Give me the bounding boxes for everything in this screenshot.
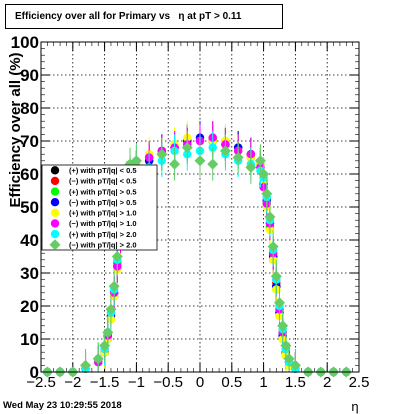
y-tick-label: 50 <box>20 198 39 217</box>
legend-label: (+) with pT/|q| > 1.0 <box>69 209 137 218</box>
data-point <box>102 326 114 338</box>
x-axis-label: η <box>351 399 358 414</box>
x-tick-label: 2.5 <box>349 374 370 391</box>
chart-title: Efficiency over all for Primary vs η at … <box>15 11 242 22</box>
y-tick-label: 80 <box>20 99 39 118</box>
data-point <box>270 270 282 282</box>
data-point <box>283 353 295 365</box>
legend-label: (+) with pT/|q| < 0.5 <box>69 166 137 175</box>
y-tick-label: 20 <box>20 297 39 316</box>
y-axis-label: Efficiency over all (%) <box>7 52 24 207</box>
data-point <box>264 211 276 223</box>
data-point <box>130 155 142 167</box>
legend-box <box>41 164 158 251</box>
legend-marker <box>50 166 60 175</box>
legend-entry: (+) with pT/|q| > 0.5 <box>50 187 137 196</box>
x-tick-label: 1.5 <box>285 374 306 391</box>
data-point <box>289 359 301 371</box>
data-point <box>194 155 206 167</box>
data-point <box>80 359 92 371</box>
data-point <box>274 297 285 309</box>
x-tick-label: 2 <box>323 374 331 391</box>
legend-marker <box>50 208 60 218</box>
timestamp: Wed May 23 10:29:55 2018 <box>3 400 122 411</box>
legend-label: (−) with pT/|q| < 0.5 <box>69 177 137 186</box>
y-tick-label: 30 <box>20 264 39 283</box>
plot-frame <box>40 41 360 373</box>
data-point <box>111 251 123 262</box>
y-tick-label: 60 <box>20 165 39 184</box>
data-point <box>92 353 104 365</box>
legend-entry: (+) with pT/|q| < 0.5 <box>50 166 137 175</box>
legend-marker <box>50 219 60 228</box>
legend-entry: (+) with pT/|q| > 1.0 <box>50 208 137 218</box>
data-point <box>232 152 244 163</box>
y-tick-label: 0 <box>30 363 39 382</box>
legend-entry: (+) with pT/|q| > 2.0 <box>50 229 137 239</box>
y-tick-label: 90 <box>20 66 39 85</box>
x-tick-label: −2.5 <box>26 374 56 391</box>
data-point <box>207 158 219 170</box>
legend-marker <box>50 229 60 239</box>
data-point <box>261 188 273 200</box>
y-tick-label: 40 <box>20 231 39 250</box>
legend-marker <box>50 197 60 207</box>
data-point <box>156 148 168 160</box>
y-tick-label: 100 <box>11 33 39 52</box>
data-point <box>258 168 270 180</box>
legend-marker <box>49 239 61 251</box>
legend-marker <box>50 187 60 196</box>
y-tick-label: 70 <box>20 132 39 151</box>
y-ticks: 0 10 20 30 40 50 60 70 80 90 100 <box>11 33 359 382</box>
data-point <box>181 142 193 154</box>
data-point <box>219 145 231 157</box>
x-tick-label: 0 <box>196 374 204 391</box>
y-tick-label: 10 <box>20 330 39 349</box>
data-point <box>105 303 117 315</box>
x-tick-label: 0.5 <box>221 374 242 391</box>
legend: (+) with pT/|q| < 0.5 (−) with pT/|q| < 0… <box>41 164 158 251</box>
chart-title-box: Efficiency over all for Primary vs η at … <box>5 4 283 29</box>
legend-entry: (−) with pT/|q| > 1.0 <box>50 219 137 228</box>
data-point <box>169 158 181 170</box>
legend-label: (−) with pT/|q| > 0.5 <box>69 198 137 207</box>
data-point <box>108 280 120 292</box>
legend-entry: (−) with pT/|q| > 0.5 <box>50 197 137 207</box>
legend-entry: (−) with pT/|q| < 0.5 <box>50 176 137 186</box>
legend-label: (−) with pT/|q| > 2.0 <box>69 240 137 249</box>
legend-marker <box>50 176 60 186</box>
data-point <box>277 320 289 332</box>
legend-entry: (−) with pT/|q| > 2.0 <box>49 239 137 251</box>
data-point <box>245 161 257 173</box>
x-ticks: −2.5 −2 −1.5 −1 −0.5 0 0.5 1 1.5 2 2.5 <box>26 42 369 391</box>
x-tick-label: −2 <box>64 374 81 391</box>
legend-label: (+) with pT/|q| > 2.0 <box>69 230 137 239</box>
x-tick-label: −1.5 <box>90 374 120 391</box>
legend-label: (+) with pT/|q| > 0.5 <box>69 187 137 196</box>
x-tick-label: −1 <box>128 374 145 391</box>
x-tick-label: −0.5 <box>153 374 183 391</box>
x-tick-label: 1 <box>259 374 267 391</box>
data-point <box>267 241 279 253</box>
legend-label: (−) with pT/|q| > 1.0 <box>69 219 137 228</box>
